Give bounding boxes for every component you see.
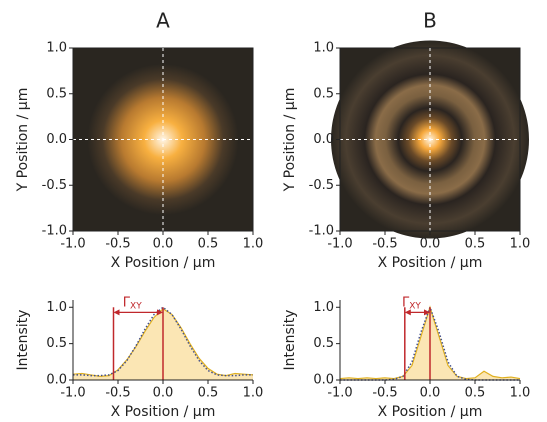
x-tick-label: 0.5 — [198, 237, 219, 252]
y-axis-label: Y Position / µm — [282, 88, 298, 193]
y-tick-label: 0.5 — [313, 336, 334, 351]
x-tick-label: 1.0 — [243, 237, 264, 252]
y-tick-label: 1.0 — [46, 41, 67, 56]
x-tick-label: -0.5 — [105, 386, 130, 401]
x-axis-label: X Position / µm — [378, 404, 483, 420]
y-tick-label: 0.5 — [313, 86, 334, 101]
x-tick-label: 0.0 — [420, 386, 441, 401]
y-tick-label: 1.0 — [46, 300, 67, 315]
x-axis-label: X Position / µm — [378, 255, 483, 271]
fwhm-symbol: Γ — [123, 295, 131, 310]
panel-title: A — [156, 9, 170, 33]
y-tick-label: -1.0 — [42, 224, 67, 239]
x-tick-label: -1.0 — [327, 237, 352, 252]
y-tick-label: -0.5 — [42, 178, 67, 193]
x-tick-label: 1.0 — [510, 386, 531, 401]
x-tick-label: -1.0 — [327, 386, 352, 401]
x-tick-label: -0.5 — [105, 237, 130, 252]
y-tick-label: -1.0 — [309, 224, 334, 239]
x-tick-label: -1.0 — [60, 386, 85, 401]
fwhm-label: ΓXY — [123, 295, 142, 311]
x-tick-label: -0.5 — [372, 237, 397, 252]
x-tick-label: 1.0 — [243, 386, 264, 401]
y-axis-label: Intensity — [282, 310, 298, 371]
x-tick-label: 0.0 — [153, 237, 174, 252]
y-tick-label: 1.0 — [313, 300, 334, 315]
x-tick-label: 0.0 — [153, 386, 174, 401]
arrow-head — [404, 309, 430, 316]
y-tick-label: 0.0 — [46, 373, 67, 388]
y-tick-label: -0.5 — [309, 178, 334, 193]
y-tick-label: 0.5 — [46, 86, 67, 101]
y-tick-label: 0.0 — [313, 373, 334, 388]
x-tick-label: 0.5 — [465, 386, 486, 401]
y-tick-label: 0.0 — [313, 132, 334, 147]
x-tick-label: 1.0 — [510, 237, 531, 252]
x-tick-label: 0.0 — [420, 237, 441, 252]
fwhm-symbol: Γ — [402, 295, 410, 310]
x-tick-label: -0.5 — [372, 386, 397, 401]
y-tick-label: 0.0 — [46, 132, 67, 147]
x-tick-label: 0.5 — [198, 386, 219, 401]
fwhm-subscript: XY — [130, 301, 142, 311]
panel-title: B — [423, 9, 437, 33]
fwhm-label: ΓXY — [402, 295, 421, 311]
x-axis-label: X Position / µm — [111, 255, 216, 271]
arrow-head — [113, 309, 163, 316]
x-tick-label: -1.0 — [60, 237, 85, 252]
y-axis-label: Intensity — [15, 310, 31, 371]
fwhm-subscript: XY — [409, 301, 421, 311]
x-axis-label: X Position / µm — [111, 404, 216, 420]
y-tick-label: 1.0 — [313, 41, 334, 56]
y-tick-label: 0.5 — [46, 336, 67, 351]
y-axis-label: Y Position / µm — [15, 88, 31, 193]
x-tick-label: 0.5 — [465, 237, 486, 252]
